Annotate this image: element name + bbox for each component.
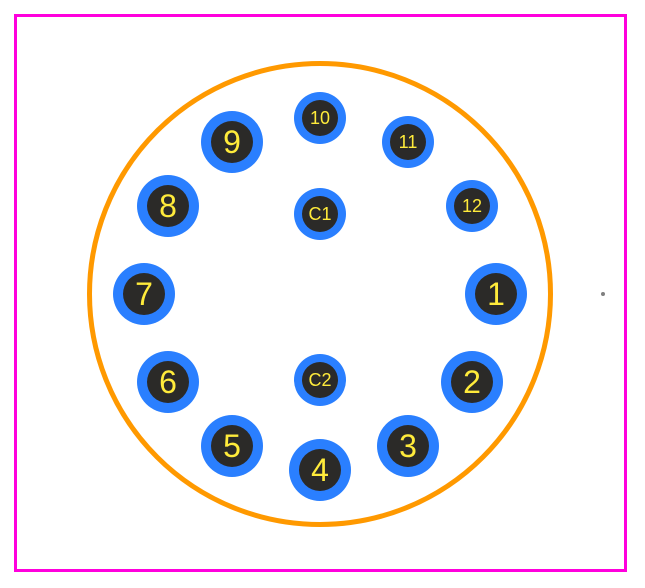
pin-11: 11 bbox=[382, 116, 434, 168]
pin-hole: 2 bbox=[451, 361, 493, 403]
pin-3: 3 bbox=[377, 415, 439, 477]
pin-hole: 5 bbox=[211, 425, 253, 467]
pin-label: 7 bbox=[135, 278, 153, 310]
pin-hole: 10 bbox=[302, 100, 338, 136]
pin-1: 1 bbox=[465, 263, 527, 325]
pin-hole: 12 bbox=[454, 188, 490, 224]
pin-8: 8 bbox=[137, 175, 199, 237]
pin-9: 9 bbox=[201, 111, 263, 173]
pin-hole: 7 bbox=[123, 273, 165, 315]
pin-label: 6 bbox=[159, 366, 177, 398]
pin-label: 11 bbox=[399, 133, 418, 151]
pin-label: 12 bbox=[462, 197, 482, 215]
pin-hole: C2 bbox=[302, 362, 338, 398]
pin-label: 9 bbox=[223, 126, 241, 158]
pin-hole: 9 bbox=[211, 121, 253, 163]
pin-hole: 8 bbox=[147, 185, 189, 227]
pin-hole: 11 bbox=[390, 124, 426, 160]
pin-5: 5 bbox=[201, 415, 263, 477]
pin-label: C1 bbox=[308, 205, 331, 223]
pin-12: 12 bbox=[446, 180, 498, 232]
pin-hole: C1 bbox=[302, 196, 338, 232]
pin-label: 1 bbox=[487, 278, 505, 310]
pin-label: 10 bbox=[310, 109, 330, 127]
pin-hole: 3 bbox=[387, 425, 429, 467]
pin-6: 6 bbox=[137, 351, 199, 413]
reference-dot bbox=[601, 292, 605, 296]
pin-label: 8 bbox=[159, 190, 177, 222]
pin-label: 5 bbox=[223, 430, 241, 462]
pin-label: 3 bbox=[399, 430, 417, 462]
pin-c2: C2 bbox=[294, 354, 346, 406]
pin-label: C2 bbox=[308, 371, 331, 389]
pin-4: 4 bbox=[289, 439, 351, 501]
pin-c1: C1 bbox=[294, 188, 346, 240]
pin-hole: 1 bbox=[475, 273, 517, 315]
pin-label: 4 bbox=[311, 454, 329, 486]
pin-7: 7 bbox=[113, 263, 175, 325]
pin-hole: 6 bbox=[147, 361, 189, 403]
pin-10: 10 bbox=[294, 92, 346, 144]
pin-2: 2 bbox=[441, 351, 503, 413]
pin-label: 2 bbox=[463, 366, 481, 398]
pin-hole: 4 bbox=[299, 449, 341, 491]
